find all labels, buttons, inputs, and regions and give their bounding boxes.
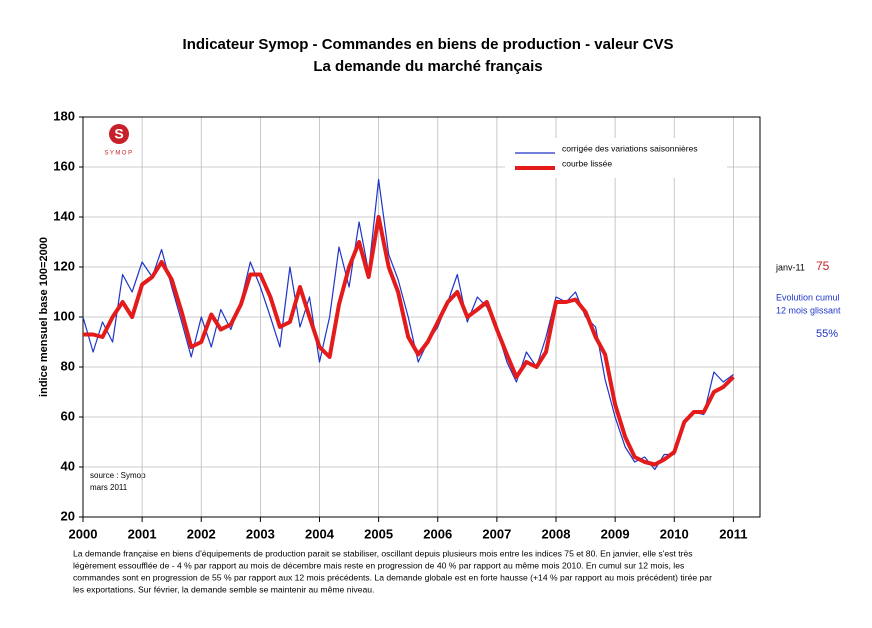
y-tick-label: 160 (53, 158, 75, 173)
y-axis-label: indice mensuel base 100=2000 (38, 237, 50, 397)
chart-title: Indicateur Symop - Commandes en biens de… (183, 36, 674, 53)
x-tick-label: 2008 (542, 526, 571, 541)
annotation-cumul: 55% (816, 328, 838, 340)
x-tick-label: 2010 (660, 526, 689, 541)
legend-label: courbe lissée (562, 158, 612, 168)
y-tick-label: 20 (61, 508, 75, 523)
logo-text: SYMOP (104, 151, 133, 157)
x-tick-label: 2007 (482, 526, 511, 541)
legend-label: corrigée des variations saisonnières (562, 143, 698, 153)
x-tick-label: 2003 (246, 526, 275, 541)
series-line (82, 178, 734, 471)
y-tick-label: 140 (53, 208, 75, 223)
annotation-date: janv-11 (775, 262, 805, 272)
x-tick-label: 2000 (69, 526, 98, 541)
x-tick-label: 2005 (364, 526, 393, 541)
series-line (83, 215, 735, 467)
chart-subtitle: La demande du marché français (313, 58, 542, 75)
annotation-label: Evolution cumul (776, 292, 840, 302)
logo-letter: S (114, 126, 123, 142)
annotation-label: 12 mois glissant (776, 305, 841, 315)
footnote: commandes sont en progression de 55 % pa… (73, 572, 712, 582)
source-date: mars 2011 (90, 483, 128, 492)
footnote: légèrement essoufflée de - 4 % par rappo… (73, 560, 684, 570)
footnote: La demande française en biens d'équipeme… (73, 548, 693, 558)
x-tick-label: 2002 (187, 526, 216, 541)
y-tick-label: 180 (53, 108, 75, 123)
source: source : Symop (90, 471, 146, 480)
x-tick-label: 2004 (305, 526, 335, 541)
logo-icon (109, 124, 129, 144)
x-tick-label: 2001 (128, 526, 157, 541)
annotation-value: 75 (816, 259, 830, 273)
x-tick-label: 2011 (719, 526, 747, 541)
legend (505, 138, 727, 178)
y-tick-label: 80 (61, 358, 75, 373)
y-tick-label: 60 (61, 408, 75, 423)
x-tick-label: 2009 (601, 526, 630, 541)
y-tick-label: 120 (53, 258, 75, 273)
y-tick-label: 100 (53, 308, 75, 323)
footnote: les exportations. Sur février, la demand… (73, 584, 374, 594)
y-tick-label: 40 (61, 458, 75, 473)
x-tick-label: 2006 (423, 526, 452, 541)
